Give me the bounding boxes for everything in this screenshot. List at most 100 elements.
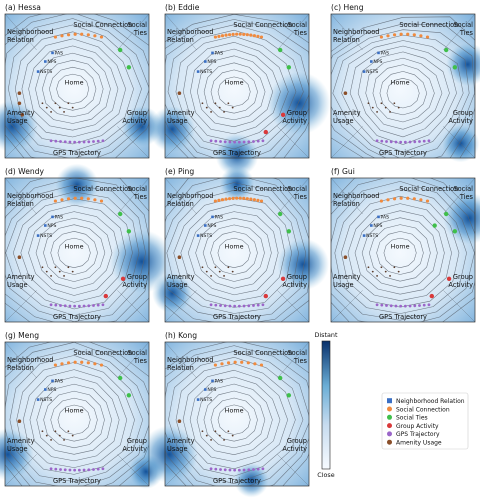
gps-trajectory-point: [408, 140, 412, 144]
contour-ring: [43, 224, 106, 282]
social-connection-point: [231, 196, 235, 200]
social-connection-point: [392, 197, 397, 201]
trajectory-dot: [397, 270, 400, 273]
panel-title: (h) Kong: [165, 331, 197, 340]
trajectory-dot: [376, 275, 378, 277]
neighborhood-subscale-label: NSTS: [366, 233, 378, 239]
social-connection-point: [93, 362, 97, 366]
distance-hotspot: [0, 428, 34, 481]
trajectory-dot: [380, 102, 383, 105]
legend-label: Neighborhood Relation: [396, 398, 465, 405]
social-ties-label: Ties: [459, 193, 474, 201]
social-connection-point: [53, 35, 58, 39]
ridge-line: [443, 126, 475, 158]
contour-ring: [210, 231, 258, 275]
contour-ring: [20, 204, 127, 303]
contour-ring: [187, 211, 279, 296]
gps-trajectory-point: [256, 303, 260, 307]
home-label: Home: [225, 243, 244, 251]
social-connection-point: [220, 362, 224, 366]
trajectory-dot: [371, 270, 374, 273]
social-ties-point: [452, 229, 458, 234]
neighborhood-relation-point: [362, 70, 366, 73]
gps-trajectory-point: [82, 304, 86, 308]
amenity-usage-label: Amenity: [333, 273, 361, 281]
neighborhood-relation-point: [36, 70, 40, 73]
contour-ring: [29, 376, 120, 462]
trajectory-dot: [45, 106, 48, 109]
gps-trajectory-point: [54, 467, 58, 471]
neighborhood-relation-label: Relation: [7, 200, 34, 208]
group-activity-point: [263, 293, 268, 299]
gps-trajectory-point: [394, 304, 398, 308]
gps-trajectory-point: [427, 303, 431, 307]
contour-lines: [5, 342, 149, 486]
gps-trajectory-point: [237, 468, 241, 472]
social-connection-point: [399, 196, 403, 200]
social-ties-point: [118, 211, 123, 217]
panel-frame: [4, 13, 150, 159]
ridge-line: [117, 290, 149, 322]
gps-trajectory-point: [77, 304, 81, 308]
neighborhood-subscale-label: PAS: [215, 378, 224, 384]
gps-trajectory-point: [101, 467, 105, 471]
gps-trajectory-point: [261, 467, 265, 471]
neighborhood-relation-point: [36, 234, 40, 237]
social-connection-label: Social Connection: [73, 185, 132, 193]
trajectory-dot: [50, 111, 52, 113]
contour-ring: [354, 210, 445, 295]
neighborhood-relation-point: [44, 388, 47, 391]
home-label: Home: [65, 79, 84, 87]
social-connection-point: [246, 361, 250, 365]
social-connection-label: Social Connection: [233, 185, 292, 193]
home-label: Home: [225, 79, 244, 87]
neighborhood-subscale-label: NSTS: [366, 69, 378, 75]
panel-frame: [164, 341, 310, 487]
gps-trajectory-point: [228, 140, 232, 144]
trajectory-dot: [50, 439, 52, 441]
neighborhood-relation-label: Relation: [333, 36, 360, 44]
panel-heng: (c) Heng PAS NPS NSTS Social ConnectionSocia…: [330, 3, 480, 163]
gps-trajectory-point: [219, 140, 222, 143]
gps-trajectory-label: GPS Trajectory: [213, 149, 261, 157]
social-connection-point: [217, 198, 221, 202]
social-ties-point: [126, 393, 132, 398]
legend-marker: [387, 431, 392, 437]
social-ties-label: Social: [287, 349, 307, 357]
group-activity-label: Activity: [448, 117, 473, 125]
contour-ring: [5, 178, 149, 322]
trajectory-dot: [214, 266, 217, 269]
contour-ring: [341, 40, 464, 153]
gps-trajectory-point: [77, 140, 81, 144]
gps-trajectory-point: [228, 468, 232, 472]
distance-hotspot: [149, 106, 196, 153]
panel-frame: [4, 341, 150, 487]
group-activity-label: Activity: [448, 281, 473, 289]
legend-marker: [387, 398, 392, 404]
group-activity-label: Activity: [282, 445, 307, 453]
contour-ring: [203, 62, 266, 121]
contour-ring: [16, 362, 135, 475]
neighborhood-subscale-label: PAS: [55, 378, 64, 384]
neighborhood-relation-label: Relation: [167, 200, 194, 208]
panel-markers: PAS NPS NSTS: [17, 32, 132, 144]
neighborhood-relation-point: [196, 234, 200, 237]
trajectory-dot: [71, 434, 74, 437]
contour-ring: [190, 48, 281, 135]
neighborhood-relation-point: [51, 51, 54, 55]
gps-trajectory-label: GPS Trajectory: [53, 313, 101, 321]
gps-trajectory-point: [237, 304, 241, 308]
trajectory-dot: [393, 266, 396, 269]
social-connection-point: [80, 196, 84, 200]
gps-trajectory-point: [394, 140, 398, 144]
gps-trajectory-point: [389, 140, 393, 144]
contour-ring: [5, 342, 149, 486]
panel-markers: PAS NPS NSTS: [177, 32, 292, 144]
gps-trajectory-point: [252, 304, 255, 307]
trajectory-dot: [58, 270, 61, 273]
gps-trajectory-point: [54, 139, 58, 143]
gps-trajectory-point: [261, 303, 265, 307]
social-connection-point: [220, 34, 225, 38]
panel-frame: [330, 177, 476, 323]
contour-ring: [197, 55, 273, 128]
